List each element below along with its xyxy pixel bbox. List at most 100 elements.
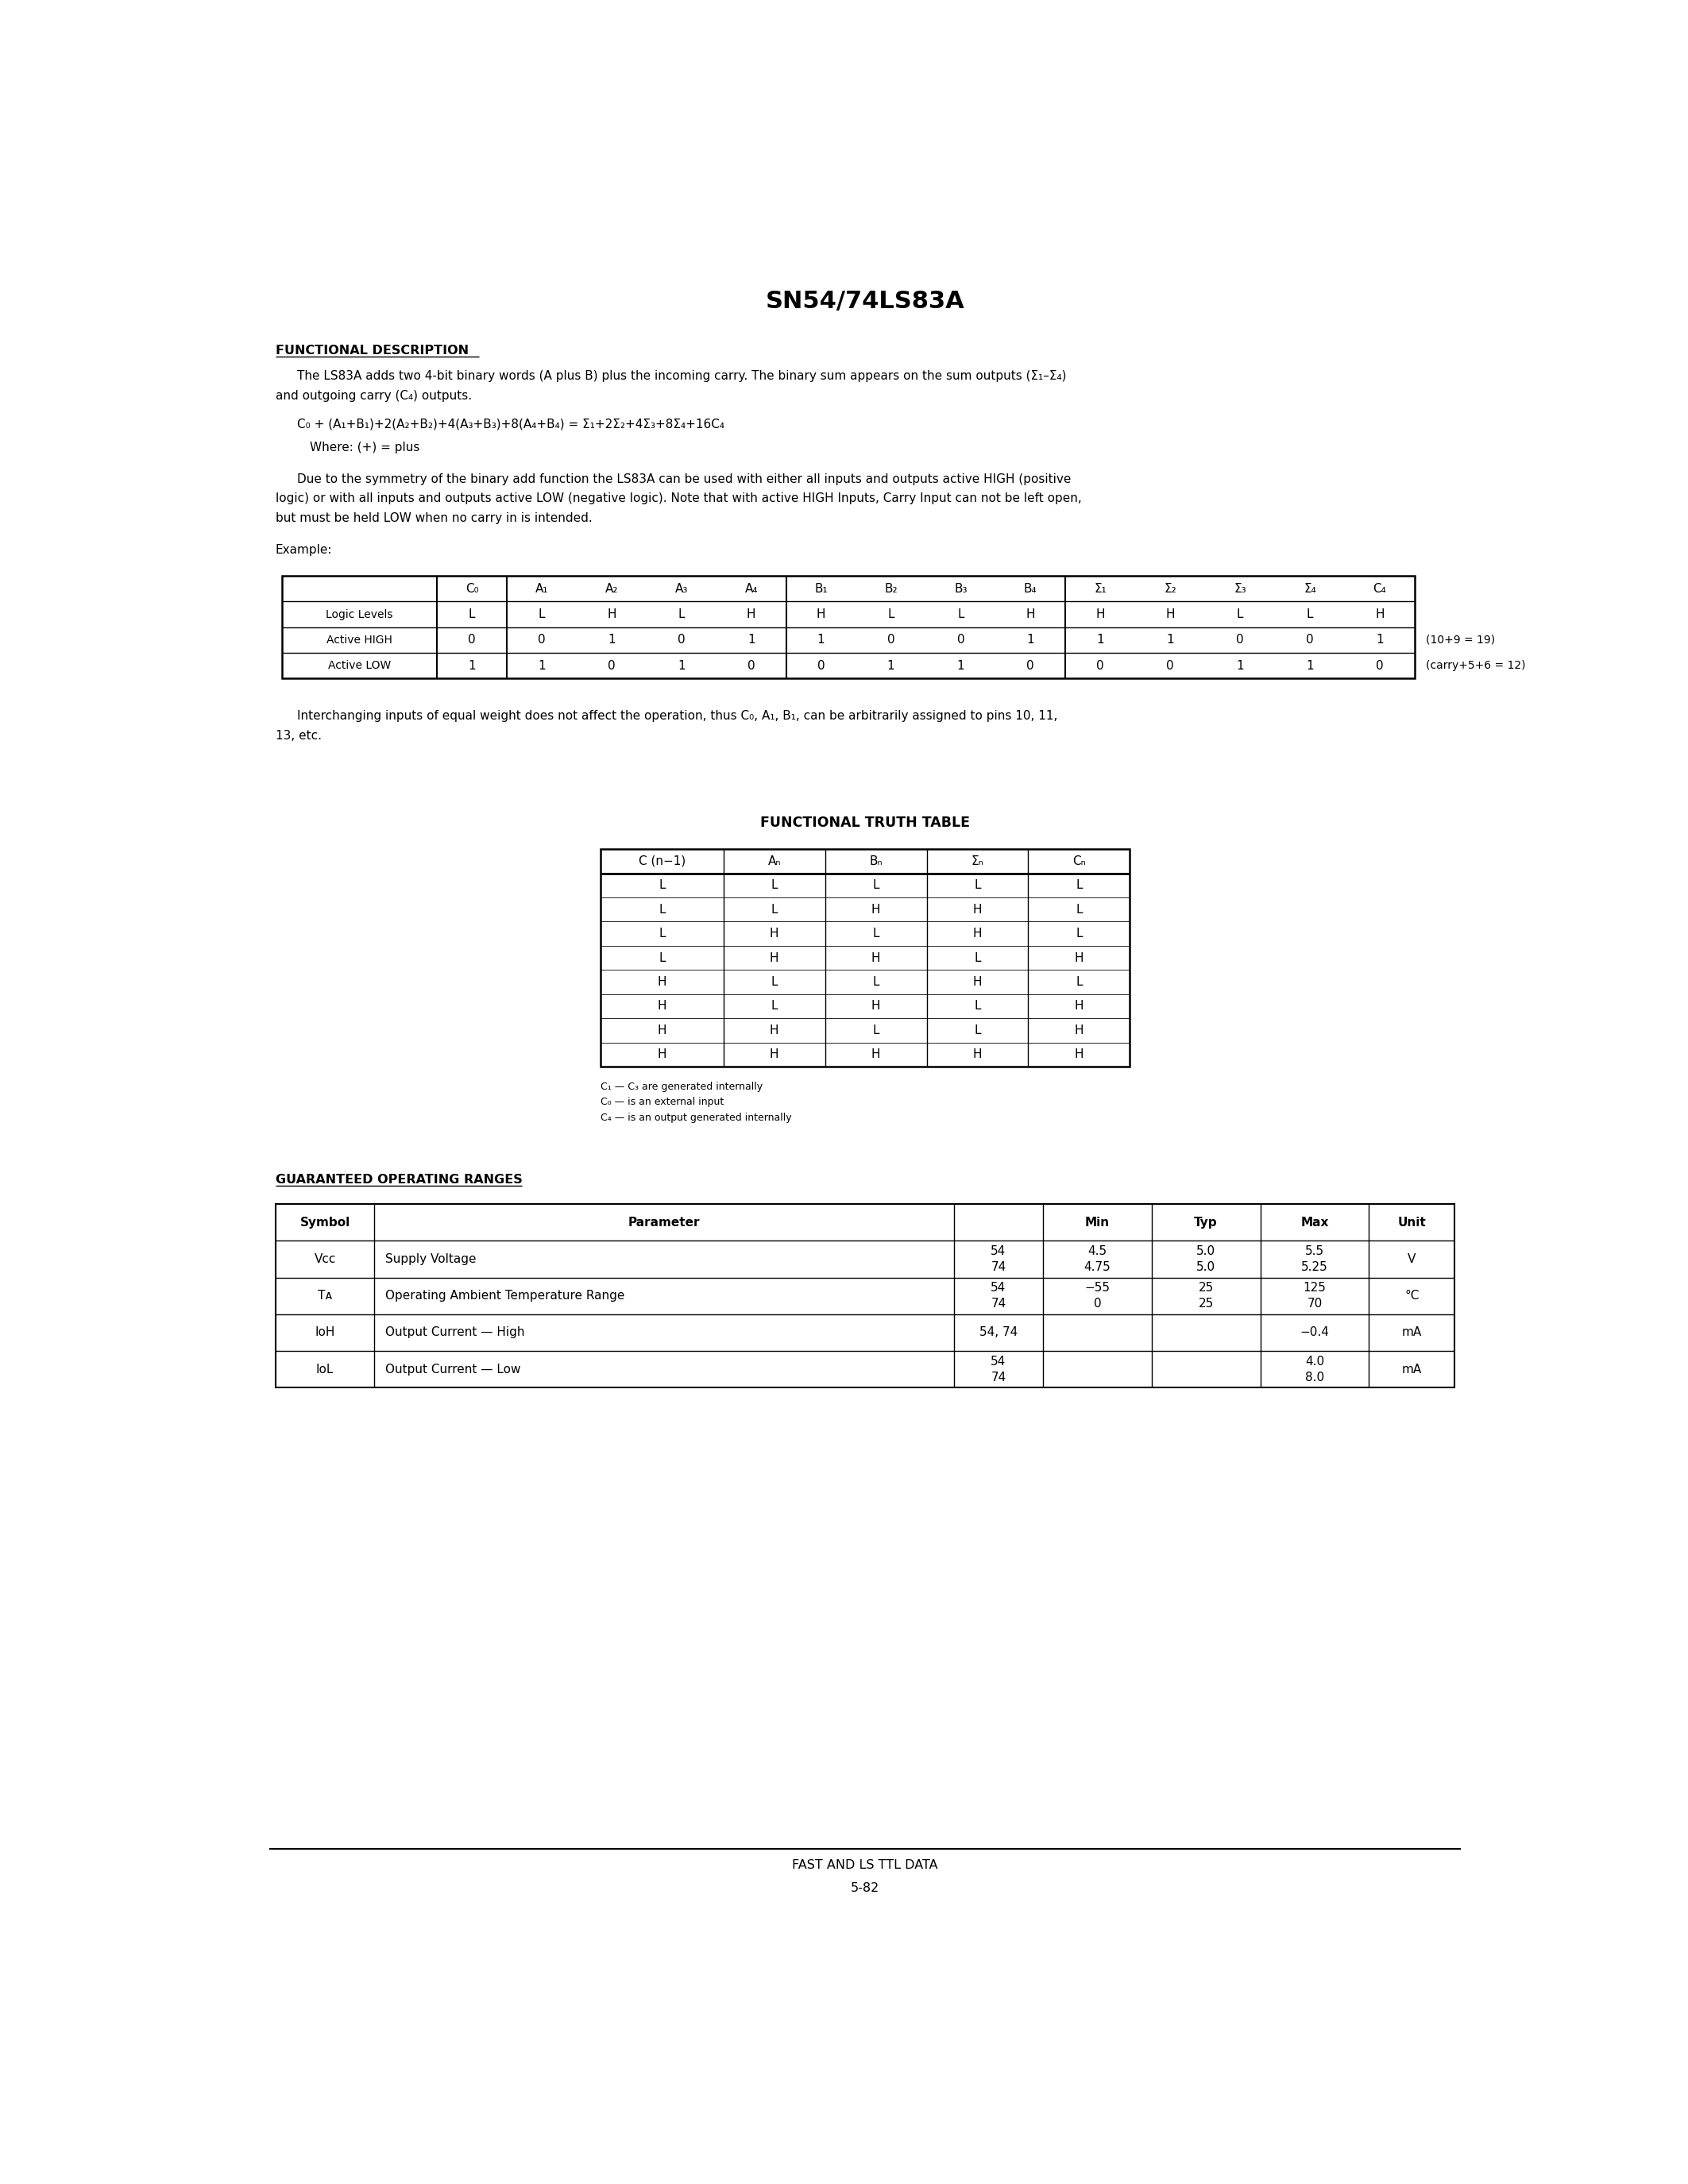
Text: IᴏL: IᴏL xyxy=(316,1363,334,1376)
Text: L: L xyxy=(974,1000,981,1011)
Text: 1: 1 xyxy=(1097,633,1104,646)
Text: B₂: B₂ xyxy=(885,583,898,594)
Text: 0: 0 xyxy=(1094,1297,1101,1310)
Text: Σ₄: Σ₄ xyxy=(1303,583,1317,594)
Text: L: L xyxy=(888,609,895,620)
Text: °C: °C xyxy=(1404,1291,1420,1302)
Text: C₁ — C₃ are generated internally: C₁ — C₃ are generated internally xyxy=(601,1081,763,1092)
Text: H: H xyxy=(1075,1000,1084,1011)
Text: Aₙ: Aₙ xyxy=(768,856,782,867)
Text: 70: 70 xyxy=(1307,1297,1322,1310)
Text: but must be held LOW when no carry in is intended.: but must be held LOW when no carry in is… xyxy=(275,513,592,524)
Text: SN54/74LS83A: SN54/74LS83A xyxy=(766,290,966,312)
Text: A₄: A₄ xyxy=(744,583,758,594)
Text: Due to the symmetry of the binary add function the LS83A can be used with either: Due to the symmetry of the binary add fu… xyxy=(297,474,1072,485)
Text: 0: 0 xyxy=(1376,660,1384,673)
Text: L: L xyxy=(974,880,981,891)
Text: 1: 1 xyxy=(677,660,685,673)
Text: H: H xyxy=(972,976,982,987)
Text: L: L xyxy=(771,904,778,915)
Text: H: H xyxy=(770,928,778,939)
Text: FAST AND LS TTL DATA: FAST AND LS TTL DATA xyxy=(792,1859,939,1872)
Text: The LS83A adds two 4-bit binary words (A plus B) plus the incoming carry. The bi: The LS83A adds two 4-bit binary words (A… xyxy=(297,371,1067,382)
Text: L: L xyxy=(658,880,665,891)
Text: 1: 1 xyxy=(538,660,545,673)
Text: 74: 74 xyxy=(991,1372,1006,1382)
Text: L: L xyxy=(1075,904,1082,915)
Text: H: H xyxy=(1075,1048,1084,1061)
Text: 0: 0 xyxy=(538,633,545,646)
Text: L: L xyxy=(771,1000,778,1011)
Text: Min: Min xyxy=(1085,1216,1109,1227)
Text: H: H xyxy=(1096,609,1106,620)
Text: Cₙ: Cₙ xyxy=(1072,856,1085,867)
Text: H: H xyxy=(871,1000,881,1011)
Text: 54: 54 xyxy=(991,1356,1006,1367)
Text: Unit: Unit xyxy=(1398,1216,1426,1227)
Text: H: H xyxy=(657,1024,667,1035)
Text: H: H xyxy=(770,952,778,963)
Text: A₃: A₃ xyxy=(675,583,687,594)
Text: 0: 0 xyxy=(817,660,825,673)
Text: L: L xyxy=(771,976,778,987)
Text: Symbol: Symbol xyxy=(300,1216,349,1227)
Text: 54: 54 xyxy=(991,1282,1006,1293)
Text: 0: 0 xyxy=(1026,660,1035,673)
Text: Active HIGH: Active HIGH xyxy=(326,633,392,646)
Text: Parameter: Parameter xyxy=(628,1216,701,1227)
Text: 74: 74 xyxy=(991,1297,1006,1310)
Text: Logic Levels: Logic Levels xyxy=(326,609,393,620)
Text: 0: 0 xyxy=(957,633,964,646)
Text: 4.5: 4.5 xyxy=(1087,1245,1107,1258)
Text: B₁: B₁ xyxy=(814,583,827,594)
Text: 0: 0 xyxy=(748,660,755,673)
Bar xyxy=(601,850,1129,1066)
Text: GUARANTEED OPERATING RANGES: GUARANTEED OPERATING RANGES xyxy=(275,1173,523,1186)
Text: Active LOW: Active LOW xyxy=(327,660,392,670)
Text: 1: 1 xyxy=(1307,660,1313,673)
Text: H: H xyxy=(770,1048,778,1061)
Text: 54: 54 xyxy=(991,1245,1006,1258)
Text: C₀ — is an external input: C₀ — is an external input xyxy=(601,1096,724,1107)
Text: 0: 0 xyxy=(1166,660,1173,673)
Text: −0.4: −0.4 xyxy=(1300,1326,1328,1339)
Text: IᴏH: IᴏH xyxy=(316,1326,336,1339)
Text: H: H xyxy=(817,609,825,620)
Text: 54, 74: 54, 74 xyxy=(979,1326,1018,1339)
Text: Output Current — Low: Output Current — Low xyxy=(385,1363,522,1376)
Text: (carry+5+6 = 12): (carry+5+6 = 12) xyxy=(1426,660,1526,670)
Text: L: L xyxy=(1307,609,1313,620)
Text: C₀: C₀ xyxy=(466,583,478,594)
Text: H: H xyxy=(1075,952,1084,963)
Text: FUNCTIONAL TRUTH TABLE: FUNCTIONAL TRUTH TABLE xyxy=(760,815,971,830)
Text: 1: 1 xyxy=(1236,660,1244,673)
Text: H: H xyxy=(657,976,667,987)
Text: C₄: C₄ xyxy=(1372,583,1386,594)
Text: H: H xyxy=(657,1048,667,1061)
Text: mA: mA xyxy=(1401,1326,1421,1339)
Text: 1: 1 xyxy=(886,660,895,673)
Text: A₂: A₂ xyxy=(604,583,618,594)
Text: H: H xyxy=(972,904,982,915)
Text: C (n−1): C (n−1) xyxy=(638,856,685,867)
Text: Bₙ: Bₙ xyxy=(869,856,883,867)
Text: L: L xyxy=(1075,880,1082,891)
Text: L: L xyxy=(658,904,665,915)
Text: C₄ — is an output generated internally: C₄ — is an output generated internally xyxy=(601,1112,792,1123)
Text: 8.0: 8.0 xyxy=(1305,1372,1323,1382)
Text: H: H xyxy=(1376,609,1384,620)
Text: L: L xyxy=(771,880,778,891)
Text: L: L xyxy=(658,928,665,939)
Text: L: L xyxy=(1075,976,1082,987)
Text: 0: 0 xyxy=(677,633,685,646)
Text: H: H xyxy=(1166,609,1175,620)
Bar xyxy=(275,1203,1455,1387)
Text: L: L xyxy=(873,1024,879,1035)
Text: Tᴀ: Tᴀ xyxy=(317,1291,333,1302)
Text: 0: 0 xyxy=(608,660,616,673)
Text: and outgoing carry (C₄) outputs.: and outgoing carry (C₄) outputs. xyxy=(275,391,473,402)
Text: Max: Max xyxy=(1300,1216,1328,1227)
Text: 0: 0 xyxy=(1307,633,1313,646)
Text: H: H xyxy=(1026,609,1035,620)
Text: B₄: B₄ xyxy=(1025,583,1036,594)
